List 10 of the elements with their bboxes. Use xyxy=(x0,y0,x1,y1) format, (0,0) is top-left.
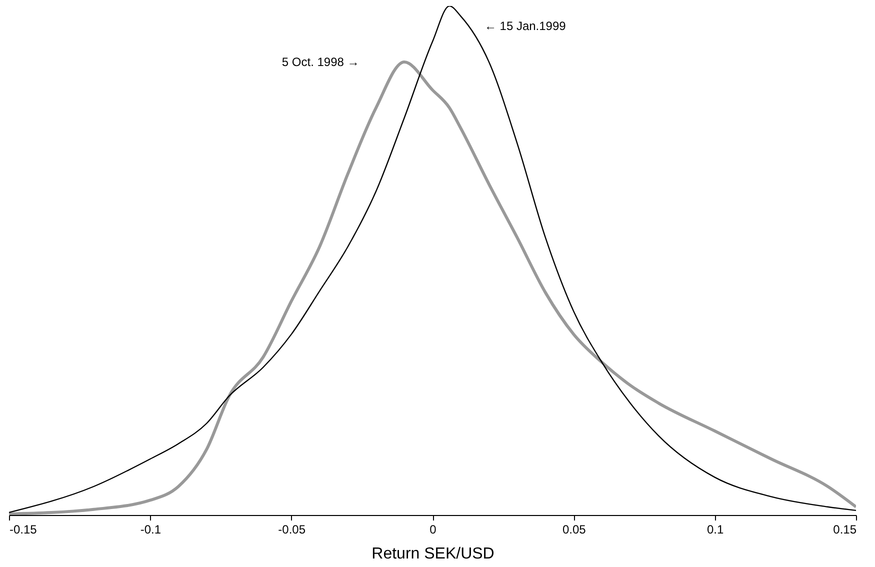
series-label: ← 15 Jan.1999 xyxy=(484,19,566,33)
x-tick-label: 0.05 xyxy=(562,522,586,536)
x-tick-label: -0.05 xyxy=(278,522,306,536)
x-tick-label: -0.1 xyxy=(140,522,162,536)
x-axis-title: Return SEK/USD xyxy=(372,546,494,562)
x-tick-label: -0.15 xyxy=(10,522,38,536)
x-tick-label: 0.15 xyxy=(833,522,857,536)
x-tick-label: 0 xyxy=(430,522,437,536)
text: 5 Oct. 1998 → xyxy=(282,54,360,69)
x-tick-label: 0.1 xyxy=(706,522,724,536)
